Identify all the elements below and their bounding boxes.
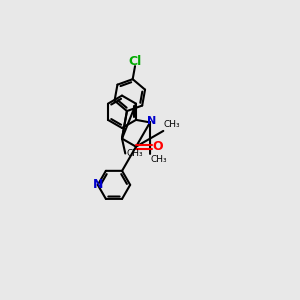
Text: N: N	[93, 178, 103, 191]
Text: Cl: Cl	[128, 55, 142, 68]
Text: CH₃: CH₃	[151, 155, 167, 164]
Text: CH₃: CH₃	[164, 121, 181, 130]
Text: CH₃: CH₃	[127, 149, 143, 158]
Text: N: N	[147, 116, 156, 126]
Text: O: O	[152, 140, 163, 153]
